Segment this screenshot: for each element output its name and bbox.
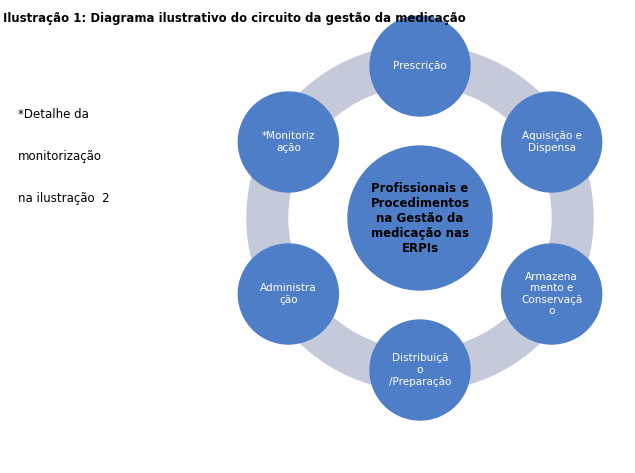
Circle shape <box>502 92 601 192</box>
Text: Administra
ção: Administra ção <box>260 283 317 305</box>
Text: Armazena
mento e
Conservaçã
o: Armazena mento e Conservaçã o <box>521 272 582 316</box>
Text: *Detalhe da: *Detalhe da <box>18 108 89 121</box>
Text: monitorização: monitorização <box>18 150 102 163</box>
Text: *Monitoriz
ação: *Monitoriz ação <box>262 131 315 153</box>
Text: Aquisição e
Dispensa: Aquisição e Dispensa <box>522 131 582 153</box>
Text: Prescrição: Prescrição <box>393 61 447 71</box>
Circle shape <box>247 45 593 391</box>
Circle shape <box>502 244 601 344</box>
Circle shape <box>348 146 492 290</box>
Circle shape <box>370 16 470 116</box>
Circle shape <box>238 92 338 192</box>
Circle shape <box>238 244 338 344</box>
Text: Ilustração 1: Diagrama ilustrativo do circuito da gestão da medicação: Ilustração 1: Diagrama ilustrativo do ci… <box>3 12 466 25</box>
Circle shape <box>370 320 470 420</box>
Text: na ilustração  2: na ilustração 2 <box>18 192 110 205</box>
Text: Profissionais e
Procedimentos
na Gestão da
medicação nas
ERPIs: Profissionais e Procedimentos na Gestão … <box>370 182 469 254</box>
Text: Distribuiçã
o
/Preparação: Distribuiçã o /Preparação <box>389 353 451 386</box>
Circle shape <box>289 87 551 349</box>
